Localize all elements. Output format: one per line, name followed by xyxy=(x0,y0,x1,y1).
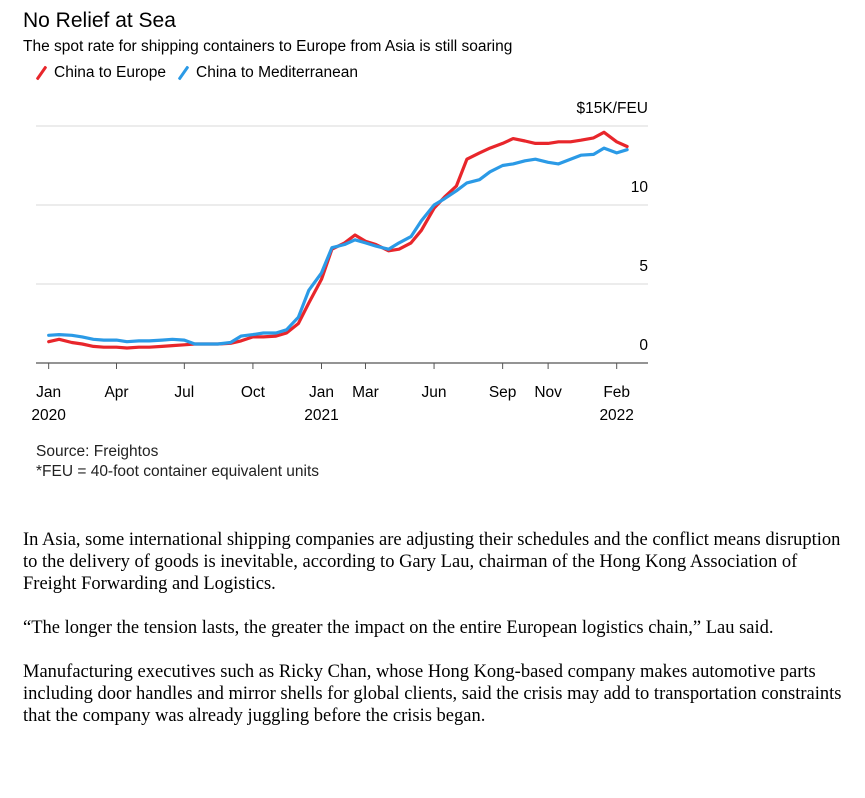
chart-title: No Relief at Sea xyxy=(23,9,176,32)
x-tick-sublabel: 2021 xyxy=(304,407,338,424)
legend-swatch-mediterranean xyxy=(177,65,190,81)
x-tick-label: Jul xyxy=(174,384,194,401)
x-tick-label: Nov xyxy=(534,384,562,401)
legend-label-mediterranean: China to Mediterranean xyxy=(196,64,359,81)
chart-subtitle: The spot rate for shipping containers to… xyxy=(23,38,513,55)
article-paragraph: Manufacturing executives such as Ricky C… xyxy=(23,662,842,726)
x-tick-sublabel: 2020 xyxy=(31,407,66,424)
legend-item-europe: China to Europe xyxy=(35,64,167,82)
x-tick-label: Jun xyxy=(422,384,447,401)
x-tick-label: Mar xyxy=(352,384,379,401)
article-body: In Asia, some international shipping com… xyxy=(23,529,853,749)
x-tick-sublabel: 2022 xyxy=(599,407,633,424)
chart-footnote: *FEU = 40-foot container equivalent unit… xyxy=(36,463,320,480)
legend-label-europe: China to Europe xyxy=(54,64,167,81)
x-tick-label: Sep xyxy=(489,384,517,401)
x-tick-label: Jan xyxy=(309,384,334,401)
chart-container: No Relief at Sea The spot rate for shipp… xyxy=(23,9,649,480)
article-paragraph: “The longer the tension lasts, the great… xyxy=(23,618,774,638)
x-tick-label: Apr xyxy=(104,384,128,401)
x-tick-label: Feb xyxy=(603,384,630,401)
chart-source: Source: Freightos xyxy=(36,443,159,460)
y-tick-label: 0 xyxy=(639,337,648,354)
y-tick-label: 10 xyxy=(631,179,649,196)
legend-item-mediterranean: China to Mediterranean xyxy=(177,64,359,82)
line-chart: $15K/FEU 10 5 0 Jan 2020 Apr Jul Oct Jan 2021 Mar Ju… xyxy=(31,100,649,424)
y-tick-label: $15K/FEU xyxy=(576,100,648,117)
article-paragraph: In Asia, some international shipping com… xyxy=(23,530,841,594)
x-tick-label: Oct xyxy=(241,384,266,401)
series-line-china-to-europe xyxy=(47,130,629,350)
chart-legend: China to Europe China to Mediterranean xyxy=(35,64,370,82)
x-tick-label: Jan xyxy=(36,384,61,401)
series-line-china-to-mediterranean xyxy=(47,146,629,346)
y-tick-label: 5 xyxy=(639,258,648,275)
legend-swatch-europe xyxy=(35,65,48,81)
